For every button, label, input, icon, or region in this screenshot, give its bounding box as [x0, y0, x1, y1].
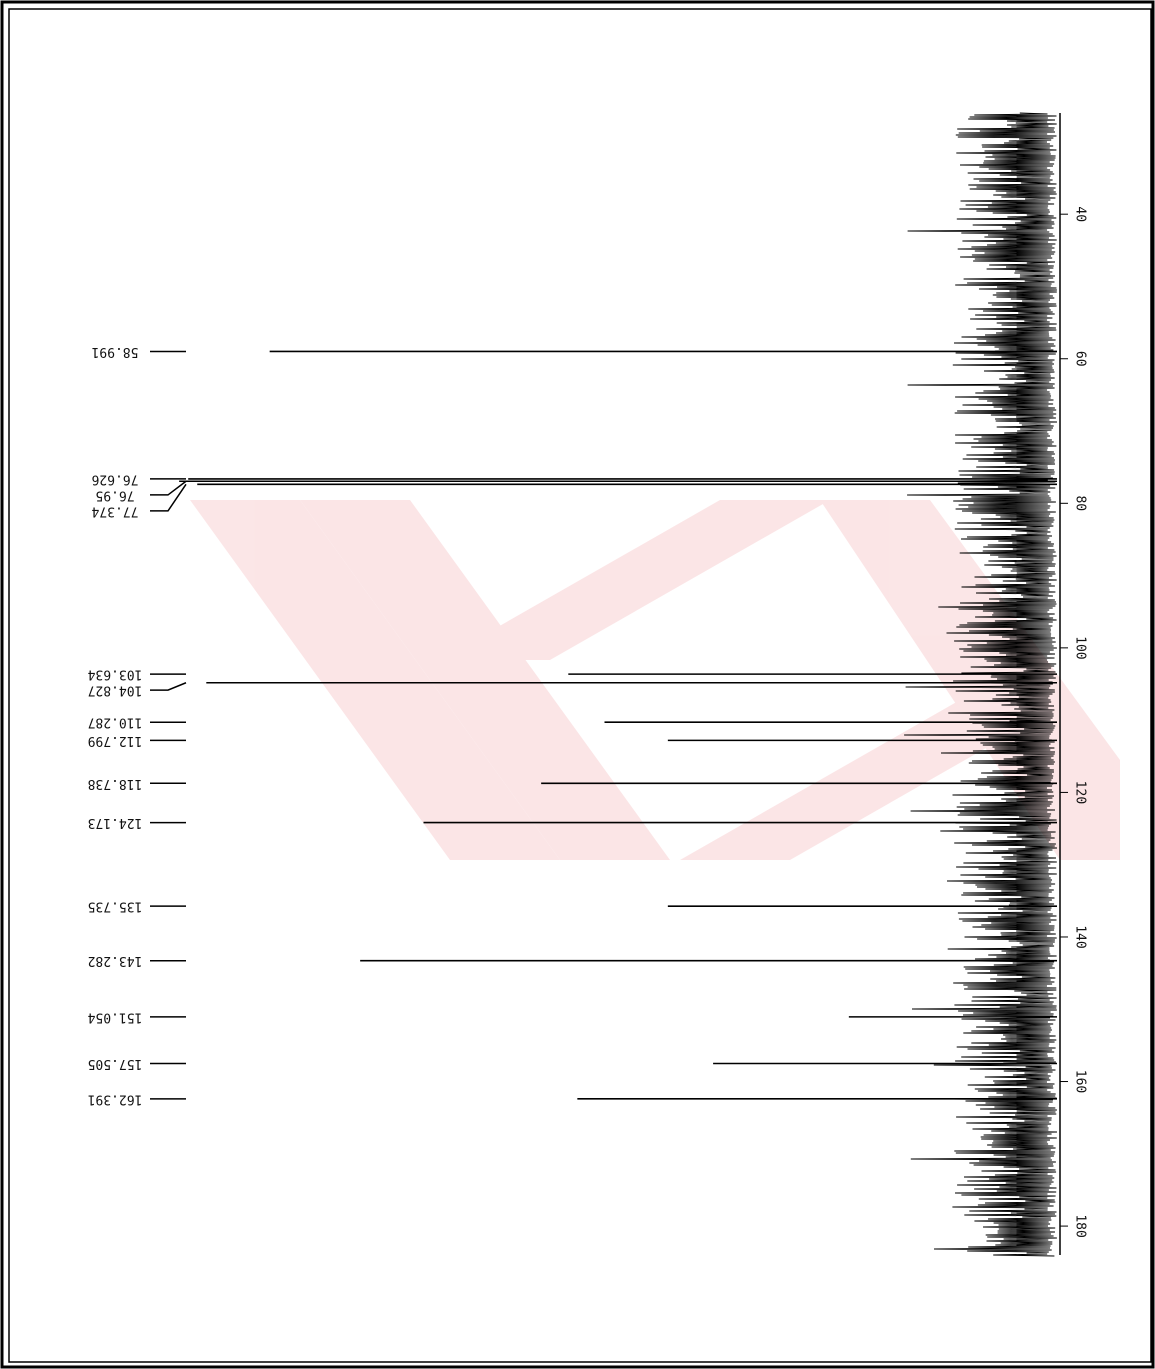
tick-label: 60 — [1073, 351, 1088, 367]
peak-label: 118.738 — [88, 776, 143, 791]
watermark — [190, 500, 1120, 860]
tick-label: 140 — [1073, 925, 1088, 948]
peak-label: 135.735 — [88, 899, 143, 914]
peak-label: 104.827 — [88, 683, 143, 698]
peak-label: 76.626 — [92, 471, 139, 486]
spectrum-page: 40 60 80 100 120 140 160 180 58.991 76.62676.9577… — [0, 0, 1155, 1369]
peak-label: 124.173 — [88, 815, 143, 830]
peak-label: 110.287 — [88, 715, 143, 730]
tick-label: 180 — [1073, 1214, 1088, 1237]
peak-label: 77.374 — [91, 503, 138, 518]
tick-label: 160 — [1073, 1070, 1088, 1093]
peak-label: 157.505 — [88, 1056, 143, 1071]
tick-label: 100 — [1073, 636, 1088, 659]
peak-label: 76.95 — [95, 487, 134, 502]
peak-label: 58.991 — [92, 344, 139, 359]
peak-label: 151.054 — [87, 1009, 142, 1024]
peak-label: 162.391 — [88, 1091, 143, 1106]
peak-label: 143.282 — [88, 953, 143, 968]
tick-label: 80 — [1073, 495, 1088, 511]
label-leader — [150, 484, 186, 511]
peak-label: 103.634 — [87, 667, 142, 682]
tick-label: 120 — [1073, 781, 1088, 804]
label-leader — [150, 683, 186, 690]
peak-label: 112.799 — [88, 733, 143, 748]
tick-label: 40 — [1073, 206, 1088, 222]
